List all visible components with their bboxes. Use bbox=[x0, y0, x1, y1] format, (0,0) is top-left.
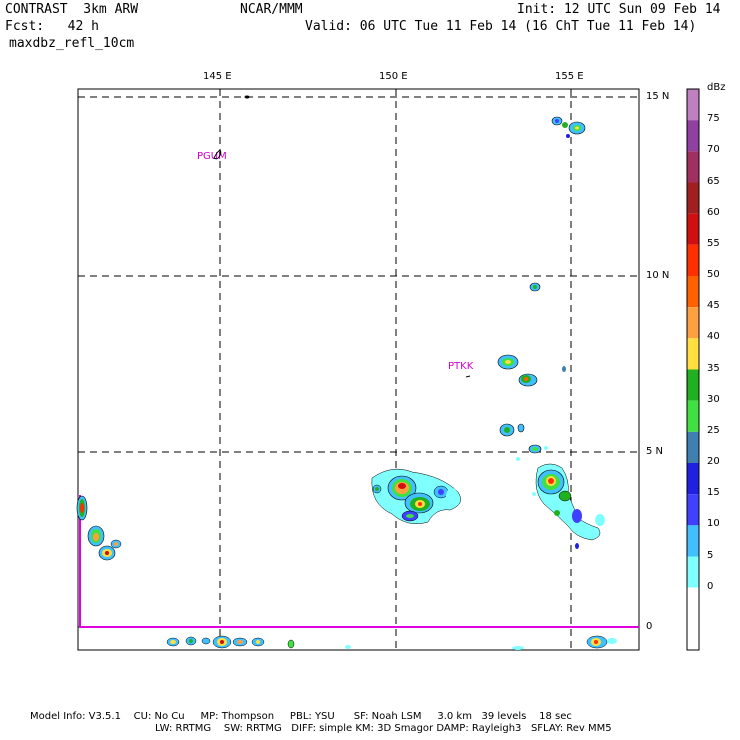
graticule bbox=[78, 89, 639, 650]
colorbar-tick-label: 5 bbox=[707, 549, 714, 561]
valid-time: Valid: 06 UTC Tue 11 Feb 14 (16 ChT Tue … bbox=[305, 19, 697, 34]
storm-cell bbox=[166, 635, 617, 650]
colorbar-tick-label: 15 bbox=[707, 487, 720, 499]
map-frame bbox=[77, 88, 640, 651]
colorbar-swatch bbox=[687, 400, 699, 432]
chuuk-coastline bbox=[465, 375, 471, 378]
colorbar-swatch bbox=[687, 307, 699, 339]
storm-cell bbox=[516, 457, 605, 549]
lat-label-5: 5 N bbox=[646, 446, 664, 457]
colorbar-frame bbox=[686, 88, 700, 651]
colorbar-tick-label: 60 bbox=[707, 206, 720, 218]
model-info-line1: Model Info: V3.5.1 CU: No Cu MP: Thompso… bbox=[30, 711, 572, 722]
colorbar-swatch bbox=[687, 618, 699, 650]
colorbar-swatch bbox=[687, 525, 699, 557]
storm-cell bbox=[371, 468, 461, 524]
colorbar-unit: dBz bbox=[707, 82, 726, 93]
colorbar-tick-label: 25 bbox=[707, 424, 720, 436]
colorbar-swatch bbox=[687, 120, 699, 152]
lat-label-15: 15 N bbox=[646, 91, 670, 102]
colorbar-swatch bbox=[687, 276, 699, 308]
colorbar-tick-label: 10 bbox=[707, 518, 720, 530]
storm-cell bbox=[551, 116, 586, 138]
colorbar-tick-label: 35 bbox=[707, 362, 720, 374]
colorbar-tick-label: 20 bbox=[707, 456, 720, 467]
colorbar-tick-label: 50 bbox=[707, 269, 720, 280]
colorbar-tick-label: 55 bbox=[707, 237, 720, 249]
colorbar-tick-label: 0 bbox=[707, 580, 714, 592]
field-name: maxdbz_refl_10cm bbox=[9, 36, 135, 51]
colorbar-tick-label: 65 bbox=[707, 175, 720, 187]
storm-cell bbox=[529, 282, 541, 292]
lon-label-150: 150 E bbox=[379, 71, 408, 82]
colorbar-tick-label: 45 bbox=[707, 300, 720, 312]
colorbar-swatch bbox=[687, 463, 699, 495]
reflectivity-field bbox=[76, 116, 617, 650]
station-label-ptkk: PTKK bbox=[448, 361, 474, 372]
colorbar-tick-label: 30 bbox=[707, 393, 720, 405]
model-title: CONTRAST 3km ARW bbox=[5, 2, 139, 17]
colorbar-swatch bbox=[687, 431, 699, 463]
init-time: Init: 12 UTC Sun 09 Feb 14 bbox=[517, 2, 721, 17]
colorbar-tick-label: 70 bbox=[707, 144, 720, 156]
forecast-hour: Fcst: 42 h bbox=[5, 19, 99, 34]
colorbar-swatch bbox=[687, 556, 699, 588]
colorbar-swatch bbox=[687, 494, 699, 526]
colorbar-swatch bbox=[687, 244, 699, 276]
organization-label: NCAR/MMM bbox=[240, 2, 303, 17]
storm-cell bbox=[499, 423, 548, 454]
model-info-line2: LW: RRTMG SW: RRTMG DIFF: simple KM: 3D … bbox=[155, 723, 612, 734]
lat-label-0: 0 bbox=[646, 621, 653, 632]
lon-label-145: 145 E bbox=[203, 71, 232, 82]
colorbar bbox=[686, 88, 700, 651]
colorbar-swatch bbox=[687, 338, 699, 370]
colorbar-swatch bbox=[687, 213, 699, 245]
colorbar-swatch bbox=[687, 182, 699, 214]
colorbar-tick-label: 75 bbox=[707, 113, 720, 125]
station-label-pgum: PGUM bbox=[197, 151, 227, 162]
storm-cell bbox=[497, 354, 566, 387]
colorbar-swatch bbox=[687, 151, 699, 183]
colorbar-swatch bbox=[687, 89, 699, 121]
island-coastline bbox=[244, 95, 250, 99]
guam-coastline bbox=[213, 149, 222, 160]
colorbar-swatch bbox=[687, 369, 699, 401]
colorbar-tick-label: 40 bbox=[707, 331, 720, 343]
colorbar-swatch bbox=[687, 587, 699, 619]
lon-label-155: 155 E bbox=[555, 71, 584, 82]
lat-label-10: 10 N bbox=[646, 270, 670, 281]
storm-cell bbox=[76, 495, 122, 561]
